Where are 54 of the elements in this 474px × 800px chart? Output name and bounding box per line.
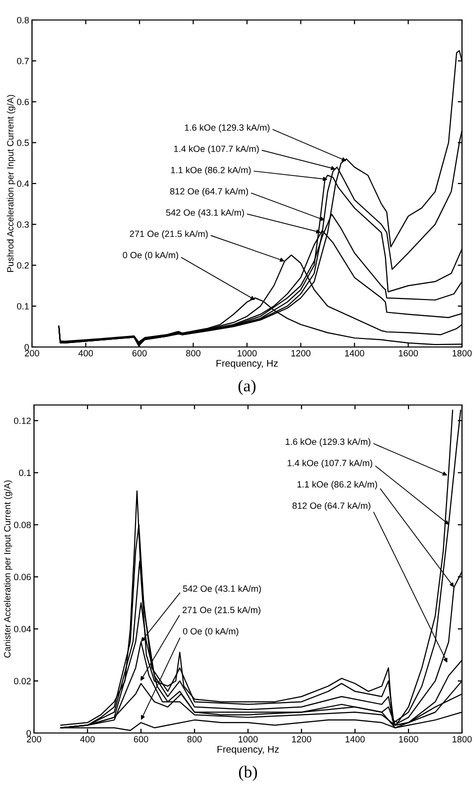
x-tick-label: 1400 [345, 350, 364, 356]
annotation: 1.1 kOe (86.2 kA/m) [171, 166, 251, 176]
annotation: 1.4 kOe (107.7 kA/m) [288, 460, 372, 468]
x-tick-label: 1600 [398, 350, 418, 356]
y-tick-label: 0.3 [17, 221, 29, 228]
annotation: 271 Oe (21.5 kA/m) [182, 606, 260, 615]
x-tick-label: 1400 [346, 736, 365, 742]
text: (b) [239, 766, 257, 781]
annotation: 1.6 kOe (129.3 kA/m) [184, 124, 270, 133]
x-tick-label: 1000 [238, 736, 258, 742]
y-axis-title: Canister Acceleration per Input Current (g/A) [4, 480, 12, 658]
annotation: 271 Oe (21.5 kA/m) [130, 230, 208, 239]
y-tick-label: 0.1 [17, 303, 29, 310]
y-tick-label: 0.4 [17, 180, 29, 187]
annotation: 1.4 kOe (107.7 kA/m) [174, 145, 259, 154]
y-tick-label: 0.08 [14, 522, 31, 528]
x-tick-label: 600 [132, 350, 147, 356]
y-tick-label: 0.8 [17, 16, 29, 24]
text: (a) [238, 380, 256, 395]
y-tick-label: 0.2 [17, 262, 29, 269]
x-tick-label: 600 [134, 736, 148, 742]
x-tick-label: 400 [80, 736, 95, 742]
x-tick-label: 1800 [452, 736, 472, 742]
y-tick-label: 0.04 [14, 626, 31, 632]
y-tick-label: 0 [24, 344, 29, 350]
y-tick-label: 0.02 [14, 678, 31, 684]
x-axis-title: Frequency, Hz [216, 360, 278, 369]
y-tick-label: 0.5 [17, 140, 29, 146]
annotation: 0 Oe (0 kA/m) [183, 628, 238, 636]
x-tick-label: 200 [24, 350, 40, 356]
x-tick-label: 1200 [292, 736, 312, 742]
y-tick-label: 0 [26, 730, 31, 736]
annotation: 812 Oe (64.7 kA/m) [170, 188, 248, 196]
annotation: 1.6 kOe (129.3 kA/m) [286, 438, 370, 447]
x-tick-label: 1800 [452, 350, 472, 356]
y-tick-label: 0.7 [17, 58, 29, 64]
x-axis-title: Frequency, Hz [218, 746, 279, 755]
x-tick-label: 200 [26, 736, 42, 742]
y-tick-label: 0.06 [14, 574, 31, 580]
annotation: 1.1 kOe (86.2 kA/m) [298, 480, 378, 490]
x-tick-label: 800 [186, 350, 200, 356]
annotation: 542 Oe (43.1 kA/m) [183, 585, 261, 594]
x-tick-label: 400 [78, 350, 93, 356]
annotation: 812 Oe (64.7 kA/m) [292, 502, 370, 511]
x-tick-label: 1000 [238, 350, 257, 356]
y-axis-title: Pushrod Acceleration per Input Current (g/A) [6, 94, 16, 272]
x-tick-label: 1200 [291, 350, 310, 356]
x-tick-label: 1600 [399, 736, 418, 742]
annotation: 0 Oe (0 kA/m) [122, 252, 178, 260]
y-tick-label: 0.6 [17, 98, 29, 106]
y-tick-label: 0.1 [19, 470, 31, 476]
annotation: 542 Oe (43.1 kA/m) [166, 209, 244, 218]
y-tick-label: 0.12 [14, 418, 31, 424]
x-tick-label: 800 [187, 736, 202, 742]
